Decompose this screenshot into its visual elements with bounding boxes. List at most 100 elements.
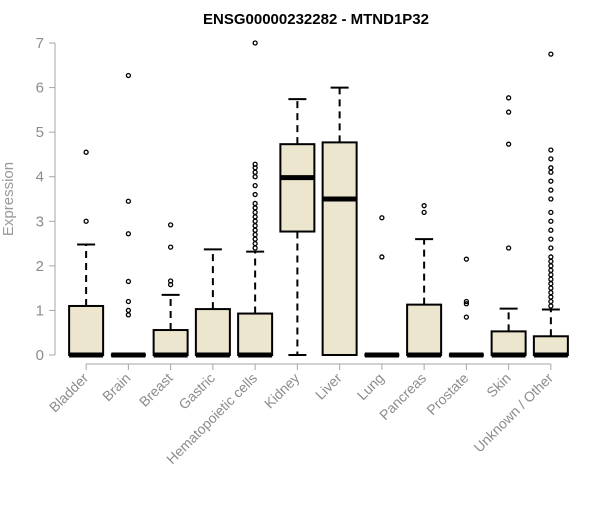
x-tick-label: Liver xyxy=(312,370,345,403)
outlier-point xyxy=(548,187,554,193)
outlier-point xyxy=(252,161,258,167)
box-group xyxy=(110,72,146,358)
outlier-point xyxy=(505,95,512,101)
outlier-point xyxy=(421,203,427,209)
outlier-point xyxy=(548,169,554,175)
x-tick-label: Kidney xyxy=(261,370,303,412)
box-group xyxy=(152,222,189,358)
outlier-point xyxy=(548,178,554,184)
box xyxy=(321,141,358,356)
outlier-point xyxy=(548,147,554,153)
box-group xyxy=(194,248,231,358)
x-tick-label: Skin xyxy=(483,370,514,401)
outlier-point xyxy=(463,256,470,262)
y-axis-label: Expression xyxy=(0,162,17,236)
box-group xyxy=(68,149,105,358)
outlier-point xyxy=(548,227,554,233)
y-tick-label: 4 xyxy=(36,169,44,186)
box xyxy=(406,303,443,356)
outlier-point xyxy=(252,223,258,229)
outlier-point xyxy=(548,165,554,171)
outlier-point xyxy=(83,149,89,155)
outlier-point xyxy=(548,276,554,282)
outlier-point xyxy=(548,263,554,269)
box xyxy=(237,312,274,357)
boxes-layer xyxy=(68,40,569,358)
outlier-point xyxy=(252,209,258,216)
box xyxy=(279,143,316,233)
outlier-point xyxy=(252,240,258,247)
outlier-point xyxy=(463,314,470,320)
outlier-point xyxy=(548,51,554,57)
outlier-point xyxy=(252,174,258,180)
box xyxy=(194,308,231,357)
outlier-point xyxy=(548,236,554,242)
y-axis: 0 1 2 3 4 5 6 7 xyxy=(36,35,56,364)
outlier-point xyxy=(252,232,258,238)
outlier-point xyxy=(548,267,554,273)
outlier-point xyxy=(252,245,258,251)
chart-title: ENSG00000232282 - MTND1P32 xyxy=(203,11,429,28)
y-tick-label: 1 xyxy=(36,302,44,319)
outlier-point xyxy=(125,298,132,305)
box-group xyxy=(321,86,358,356)
x-tick-label: Lung xyxy=(354,370,387,403)
outlier-point xyxy=(548,156,554,162)
outlier-point xyxy=(252,218,258,224)
y-tick-label: 0 xyxy=(36,347,44,364)
outlier-point xyxy=(505,109,512,115)
box xyxy=(68,304,105,357)
outlier-point xyxy=(167,222,174,228)
outlier-point xyxy=(125,72,132,79)
outlier-point xyxy=(548,298,554,305)
outlier-point xyxy=(379,215,385,221)
outlier-point xyxy=(505,141,512,147)
box xyxy=(152,329,189,357)
outlier-point xyxy=(548,294,554,300)
box-group xyxy=(364,215,400,358)
outlier-point xyxy=(548,272,554,278)
outlier-point xyxy=(548,245,554,251)
box-group xyxy=(532,51,569,358)
y-tick-label: 5 xyxy=(36,124,44,141)
outlier-point xyxy=(167,244,174,250)
outlier-point xyxy=(252,182,258,189)
y-tick-label: 6 xyxy=(36,80,44,97)
outlier-point xyxy=(252,169,258,175)
outlier-point xyxy=(125,278,132,285)
outlier-point xyxy=(421,209,427,216)
outlier-point xyxy=(252,40,258,46)
outlier-point xyxy=(379,254,385,260)
outlier-point xyxy=(125,198,132,204)
outlier-point xyxy=(252,200,258,207)
box xyxy=(532,335,569,356)
outlier-point xyxy=(548,258,554,265)
outlier-point xyxy=(548,209,554,216)
box-group xyxy=(448,256,484,358)
outlier-point xyxy=(463,298,470,305)
x-tick-label: Brain xyxy=(99,370,133,404)
outlier-point xyxy=(125,312,132,318)
outlier-point xyxy=(548,254,554,260)
x-tick-label: Unknown / Other xyxy=(470,370,556,456)
outlier-point xyxy=(252,214,258,220)
x-tick-label: Pancreas xyxy=(376,370,429,423)
outlier-point xyxy=(548,285,554,291)
box xyxy=(490,330,527,356)
box-group xyxy=(237,40,274,358)
y-tick-label: 3 xyxy=(36,213,44,230)
outlier-point xyxy=(548,281,554,287)
outlier-point xyxy=(548,218,554,224)
outlier-point xyxy=(548,289,554,296)
outlier-point xyxy=(125,307,132,314)
x-tick-label: Breast xyxy=(136,370,176,410)
outlier-point xyxy=(548,303,554,309)
box-group xyxy=(406,203,443,358)
outlier-point xyxy=(167,278,174,284)
x-tick-label: Prostate xyxy=(423,370,471,418)
outlier-point xyxy=(83,218,89,224)
outlier-point xyxy=(463,301,470,307)
outlier-point xyxy=(252,205,258,211)
y-tick-label: 7 xyxy=(36,35,44,52)
